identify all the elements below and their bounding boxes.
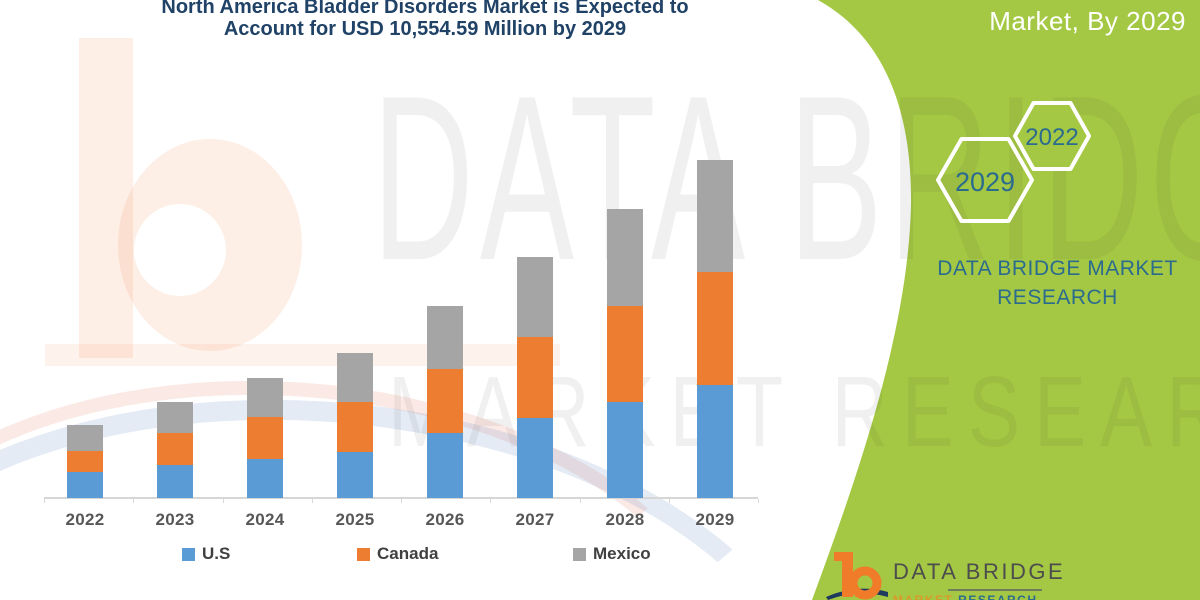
hexagon-small-outline xyxy=(1013,101,1091,171)
us-segment-2028 xyxy=(607,402,643,498)
brand-text-line1: DATA BRIDGE MARKET xyxy=(937,257,1178,280)
x-label-2029: 2029 xyxy=(695,510,735,529)
data-bridge-logo-icon xyxy=(826,552,888,600)
bar-2026 xyxy=(427,306,463,498)
bar-2022 xyxy=(67,425,103,498)
legend-label: Mexico xyxy=(593,544,651,563)
x-axis-tick xyxy=(222,499,224,503)
footer-logo-subbrand: MARKET RESEARCH xyxy=(893,593,1038,600)
legend-swatch-canada xyxy=(357,547,370,561)
us-segment-2027 xyxy=(517,418,553,498)
brand-text-line2: RESEARCH xyxy=(997,286,1118,309)
bar-2025 xyxy=(337,353,373,498)
mexico-segment-2028 xyxy=(607,209,643,306)
x-axis-tick xyxy=(758,499,759,503)
x-label-2027: 2027 xyxy=(515,510,555,529)
canada-segment-2029 xyxy=(697,272,733,385)
x-label-2022: 2022 xyxy=(65,510,105,529)
mexico-segment-2023 xyxy=(157,402,193,433)
canada-segment-2022 xyxy=(67,451,103,472)
bar-2027 xyxy=(517,257,553,498)
legend-swatch-mexico xyxy=(573,547,586,561)
legend-item-canada: Canada xyxy=(357,544,438,564)
canada-segment-2025 xyxy=(337,402,373,452)
bar-2029 xyxy=(697,160,733,498)
us-segment-2026 xyxy=(427,433,463,498)
bar-2024 xyxy=(247,378,283,498)
us-segment-2023 xyxy=(157,465,193,498)
us-segment-2025 xyxy=(337,452,373,498)
x-axis-line xyxy=(44,497,758,499)
footer-logo-underline xyxy=(948,589,1042,591)
canada-segment-2023 xyxy=(157,433,193,465)
legend-label: Canada xyxy=(377,544,439,563)
canada-segment-2024 xyxy=(247,417,283,459)
x-axis-tick xyxy=(668,499,670,503)
canada-segment-2028 xyxy=(607,306,643,402)
bar-2023 xyxy=(157,402,193,498)
hexagon-large-outline xyxy=(936,137,1034,223)
us-segment-2022 xyxy=(67,472,103,498)
mexico-segment-2027 xyxy=(517,257,553,337)
footer-logo-subbrand-word1: MARKET xyxy=(893,593,954,600)
top-right-heading: Market, By 2029 xyxy=(989,6,1186,36)
hexagon-small-year: 2022 xyxy=(1025,124,1079,151)
x-label-2023: 2023 xyxy=(155,510,195,529)
mexico-segment-2022 xyxy=(67,425,103,451)
page-title-line2: Account for USD 10,554.59 Million by 202… xyxy=(223,18,627,40)
us-segment-2029 xyxy=(697,385,733,498)
legend-swatch-us xyxy=(182,547,195,561)
mexico-segment-2029 xyxy=(697,160,733,272)
x-label-2028: 2028 xyxy=(605,510,645,529)
x-axis-tick xyxy=(133,499,135,503)
canada-segment-2027 xyxy=(517,337,553,418)
brand-text: DATA BRIDGE MARKET RESEARCH xyxy=(925,254,1190,312)
legend-item-us: U.S xyxy=(182,544,230,564)
canada-segment-2026 xyxy=(427,369,463,433)
legend-label: U.S xyxy=(202,544,231,563)
green-shape-path xyxy=(812,0,1200,600)
us-segment-2024 xyxy=(247,459,283,498)
legend-item-mexico: Mexico xyxy=(573,544,651,564)
bar-2028 xyxy=(607,209,643,498)
x-label-2024: 2024 xyxy=(245,510,285,529)
x-axis-tick xyxy=(44,499,45,503)
x-axis-tick xyxy=(311,499,313,503)
x-label-2026: 2026 xyxy=(425,510,465,529)
mexico-segment-2024 xyxy=(247,378,283,417)
x-label-2025: 2025 xyxy=(335,510,375,529)
mexico-segment-2026 xyxy=(427,306,463,369)
x-axis-tick xyxy=(401,499,402,503)
footer-logo-subbrand-word2: RESEARCH xyxy=(958,593,1038,600)
x-axis-tick xyxy=(490,499,492,503)
mexico-segment-2025 xyxy=(337,353,373,402)
hexagon-large-year: 2029 xyxy=(954,167,1016,197)
page-title: North America Bladder Disorders Market i… xyxy=(40,0,810,40)
footer-logo-brand: DATA BRIDGE xyxy=(893,559,1066,584)
footer-logo: DATA BRIDGE MARKET RESEARCH xyxy=(826,549,1106,600)
x-axis-tick xyxy=(579,499,581,503)
page-title-line1: North America Bladder Disorders Market i… xyxy=(161,0,689,18)
